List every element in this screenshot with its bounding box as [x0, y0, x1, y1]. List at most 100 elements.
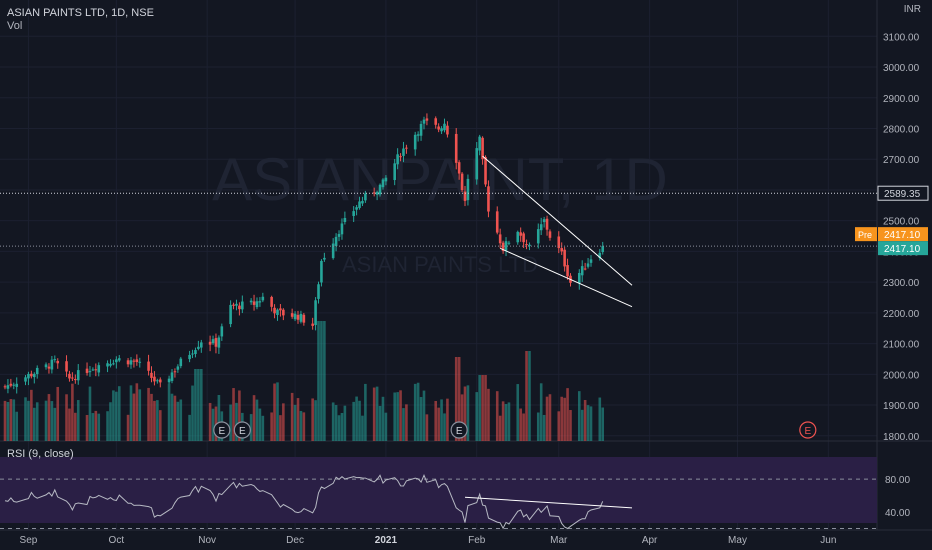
volume-bar	[47, 394, 51, 441]
candle-body	[147, 361, 150, 371]
volume-bar	[97, 413, 101, 441]
volume-bar	[601, 407, 605, 441]
volume-bar	[507, 402, 511, 441]
volume-bar	[364, 383, 367, 441]
candle-body	[378, 184, 382, 195]
candle-body	[9, 383, 13, 386]
candle-body	[299, 313, 303, 322]
volume-bar	[258, 408, 262, 441]
trendline	[499, 247, 633, 308]
volume-bar	[188, 414, 191, 441]
volume-bar	[235, 402, 238, 441]
candle-body	[317, 284, 320, 299]
candle-body	[478, 136, 481, 151]
volume-bar	[109, 402, 112, 441]
candle-body	[94, 369, 98, 371]
price-tick-label: 2500.00	[883, 217, 920, 228]
candle-body	[15, 383, 19, 387]
candle-body	[56, 360, 60, 364]
volume-bar	[273, 383, 276, 441]
volume-bar	[522, 413, 525, 441]
watermark-subtitle: ASIAN PAINTS LTD	[342, 252, 538, 277]
candle-body	[27, 373, 30, 379]
earnings-event-icon	[450, 421, 468, 439]
earnings-event-label: E	[804, 426, 811, 437]
volume-bar	[270, 412, 273, 441]
volume-bar	[191, 385, 194, 441]
candle-body	[577, 273, 581, 284]
volume-bar	[176, 401, 180, 441]
volume-bar	[580, 409, 584, 441]
candle-body	[194, 350, 197, 354]
candles	[3, 113, 605, 394]
candle-body	[153, 376, 156, 382]
candle-body	[542, 219, 546, 223]
candle-body	[337, 233, 341, 237]
pre-tag	[855, 227, 877, 242]
price-tick-label: 2800.00	[883, 124, 920, 135]
candle-body	[413, 134, 417, 150]
volume-bar	[434, 400, 438, 441]
time-axis: Sep Oct Nov Dec 2021 Feb Mar Apr May Jun	[0, 529, 932, 546]
volume-bar	[443, 413, 446, 441]
price-tick-label: 2000.00	[883, 370, 920, 381]
candle-body	[372, 192, 376, 194]
candle-body	[208, 341, 212, 345]
candle-body	[340, 223, 344, 235]
price-axis: 3100.003000.002900.002800.002700.002600.…	[855, 32, 929, 519]
volume-bar	[24, 397, 27, 441]
candle-body	[200, 342, 203, 348]
candle-body	[580, 266, 584, 276]
volume-bar	[129, 385, 133, 441]
candle-body	[150, 372, 153, 378]
volume-bar	[413, 383, 417, 441]
candle-body	[487, 186, 490, 212]
volume-bar	[194, 369, 197, 441]
time-tick-label: Jun	[820, 535, 836, 546]
volume-bar	[495, 391, 499, 441]
candle-body	[12, 384, 16, 386]
candle-body	[583, 268, 587, 270]
candle-body	[375, 191, 379, 195]
volume-bar	[296, 398, 300, 441]
pre-price-value: 2417.10	[884, 230, 921, 241]
candle-body	[68, 373, 71, 379]
volume-bar	[539, 383, 543, 441]
time-tick-label: May	[728, 535, 747, 546]
candle-body	[258, 301, 262, 303]
volume-bar	[94, 410, 98, 441]
pre-tag-label: Pre	[858, 230, 872, 240]
candle-body	[214, 338, 218, 347]
volume-bar	[12, 399, 16, 441]
candle-body	[47, 366, 51, 369]
price-tick-label: 1800.00	[883, 432, 920, 443]
volume-bar	[320, 321, 323, 441]
time-tick-label: Dec	[286, 535, 304, 546]
candle-body	[560, 248, 563, 252]
earnings-event-icon	[233, 421, 251, 439]
currency-label[interactable]: INR	[903, 4, 921, 15]
time-tick-label: Oct	[109, 535, 125, 546]
volume-bar	[419, 397, 423, 441]
volume-bar	[44, 400, 48, 441]
volume-bar	[422, 390, 426, 441]
volume-bar	[290, 392, 294, 441]
candle-body	[255, 301, 259, 308]
volume-bar	[282, 403, 285, 441]
volume-bar	[15, 411, 19, 441]
candle-body	[220, 326, 224, 337]
time-tick-label: Feb	[468, 535, 486, 546]
volume-bars	[3, 321, 605, 441]
candle-body	[545, 218, 549, 230]
candle-body	[361, 200, 364, 204]
candle-body	[106, 363, 109, 367]
candle-body	[229, 304, 232, 325]
volume-bar	[583, 400, 587, 441]
candle-body	[522, 233, 525, 243]
candle-body	[282, 309, 285, 316]
candle-body	[270, 296, 273, 307]
volume-bar	[238, 390, 241, 441]
volume-bar	[569, 410, 572, 441]
